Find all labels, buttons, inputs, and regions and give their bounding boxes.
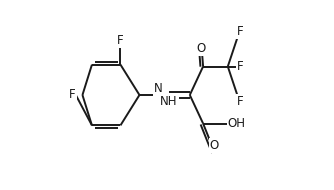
Text: F: F [237,25,244,38]
Text: O: O [210,139,219,152]
Text: F: F [117,34,124,47]
Text: F: F [237,95,244,108]
Text: F: F [69,89,76,101]
Text: N: N [154,82,163,95]
Text: O: O [197,42,206,55]
Text: F: F [237,60,244,73]
Text: NH: NH [160,95,178,108]
Text: OH: OH [228,117,246,130]
